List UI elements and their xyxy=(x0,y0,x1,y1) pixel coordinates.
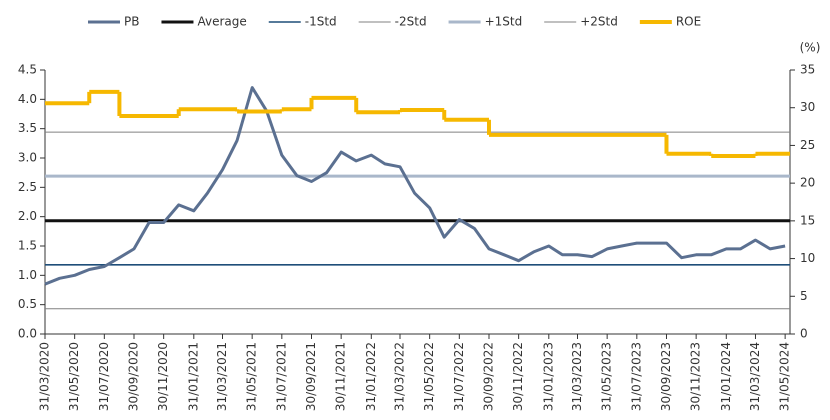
y2-tick-label: 15 xyxy=(800,213,815,227)
legend: PB Average -1Std -2Std +1Std +2Std ROE xyxy=(88,15,701,29)
legend-label: -2Std xyxy=(395,15,427,29)
legend-label: +1Std xyxy=(485,15,523,29)
x-tick-label: 31/01/2023 xyxy=(541,342,555,411)
x-tick-label: 30/11/2021 xyxy=(334,342,348,411)
x-tick-label: 30/09/2020 xyxy=(126,342,140,411)
y2-tick-label: 35 xyxy=(800,63,815,77)
y2-tick-label: 25 xyxy=(800,138,815,152)
x-tick-label: 31/03/2020 xyxy=(38,342,52,411)
legend-label: Average xyxy=(197,15,246,29)
x-tick-label: 30/09/2021 xyxy=(304,342,318,411)
legend-label: PB xyxy=(124,15,139,29)
y2-tick-label: 30 xyxy=(800,100,815,114)
x-tick-label: 30/09/2023 xyxy=(659,342,673,411)
legend-label: -1Std xyxy=(305,15,337,29)
y-tick-label: 4.5 xyxy=(18,63,37,77)
x-tick-label: 31/03/2023 xyxy=(570,342,584,411)
y2-tick-label: 0 xyxy=(800,327,808,341)
x-tick-label: 31/01/2021 xyxy=(186,342,200,411)
x-tick-label: 31/05/2022 xyxy=(422,342,436,411)
x-tick-label: 30/11/2023 xyxy=(689,342,703,411)
y2-axis-label: (%) xyxy=(800,41,821,55)
y2-tick-label: 5 xyxy=(800,289,808,303)
x-tick-label: 31/03/2024 xyxy=(748,342,762,411)
pb-line xyxy=(44,86,786,286)
x-tick-label: 31/07/2023 xyxy=(629,342,643,411)
x-tick-label: 31/03/2021 xyxy=(215,342,229,411)
legend-label: ROE xyxy=(676,15,701,29)
x-tick-label: 30/11/2020 xyxy=(156,342,170,411)
y2-tick-label: 10 xyxy=(800,251,815,265)
x-tick-label: 31/07/2020 xyxy=(97,342,111,411)
y-tick-label: 2.5 xyxy=(18,180,37,194)
x-tick-label: 31/03/2022 xyxy=(392,342,406,411)
x-tick-label: 31/01/2022 xyxy=(364,342,378,411)
y-tick-label: 0.5 xyxy=(18,297,37,311)
y-tick-label: 0.0 xyxy=(18,327,37,341)
x-tick-label: 31/07/2022 xyxy=(452,342,466,411)
x-tick-label: 31/05/2021 xyxy=(245,342,259,411)
y-tick-label: 2.0 xyxy=(18,209,37,223)
x-tick-label: 31/01/2024 xyxy=(719,342,733,411)
y-tick-label: 3.0 xyxy=(18,151,37,165)
x-tick-label: 30/11/2022 xyxy=(511,342,525,411)
y-tick-label: 1.5 xyxy=(18,239,37,253)
x-tick-label: 31/05/2020 xyxy=(67,342,81,411)
x-tick-label: 31/07/2021 xyxy=(274,342,288,411)
legend-label: +2Std xyxy=(580,15,618,29)
y-tick-label: 4.0 xyxy=(18,92,37,106)
y-tick-label: 1.0 xyxy=(18,268,37,282)
x-tick-label: 31/05/2024 xyxy=(778,342,792,411)
x-tick-label: 30/09/2022 xyxy=(481,342,495,411)
x-tick-label: 31/05/2023 xyxy=(600,342,614,411)
y2-tick-label: 20 xyxy=(800,176,815,190)
y-tick-label: 3.5 xyxy=(18,121,37,135)
